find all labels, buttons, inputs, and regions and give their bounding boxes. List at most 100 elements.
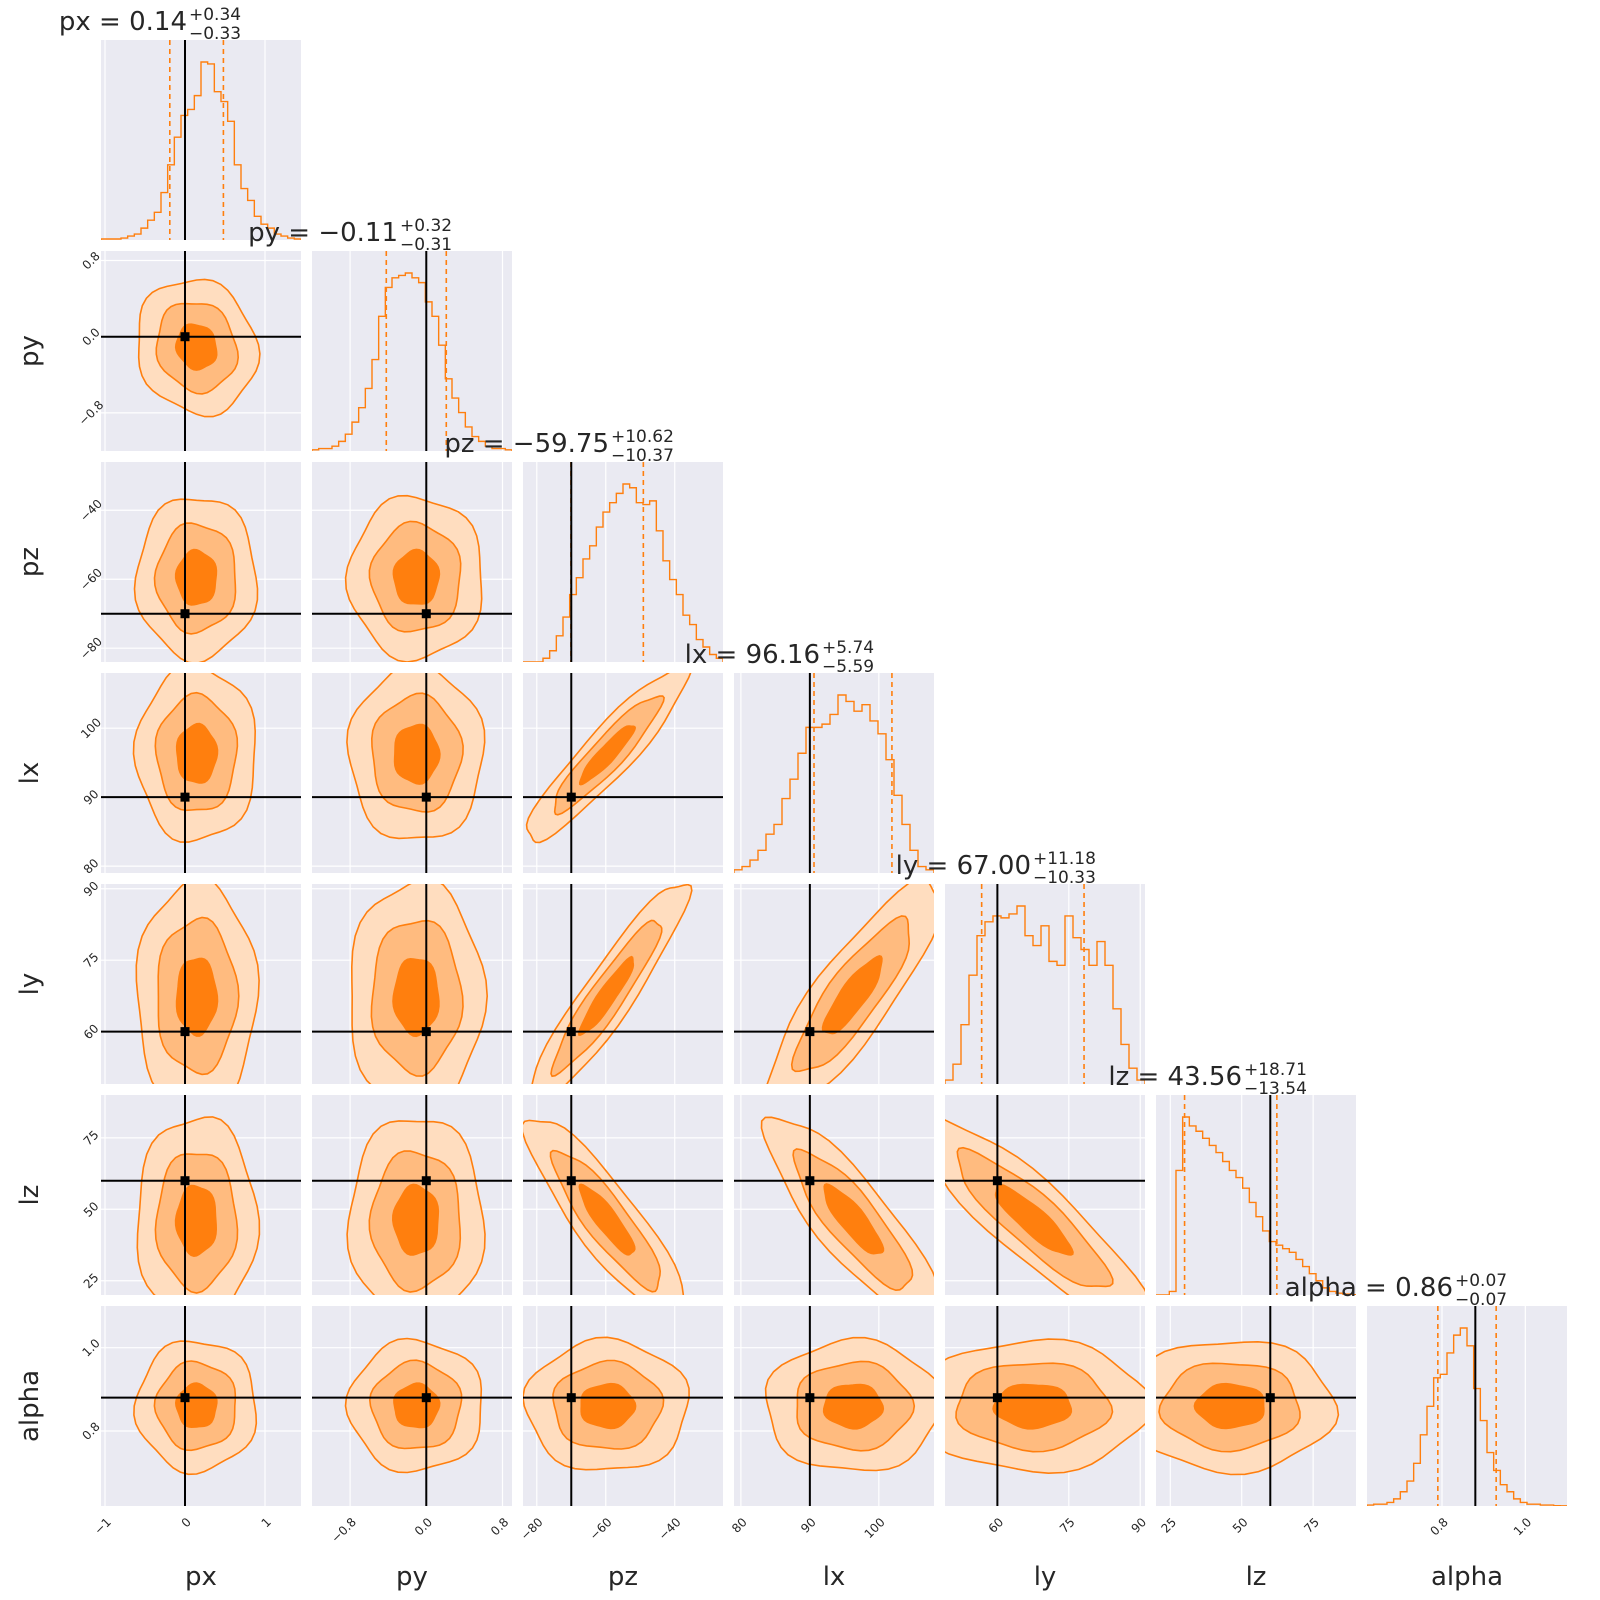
histogram-px (101, 61, 301, 240)
contours (945, 1338, 1145, 1475)
y-axis-label-lx: lx (15, 762, 45, 785)
contour-panel-lz-vs-lx (734, 1095, 934, 1295)
title-lz: lz = 43.56 +18.71−13.54 (1108, 1060, 1307, 1099)
contour-panel-alpha-vs-lz (1156, 1306, 1356, 1506)
contours (135, 884, 260, 1084)
title-lower-error: −10.37 (611, 446, 674, 466)
title-lower-error: −0.31 (400, 235, 452, 255)
contours (344, 494, 483, 662)
contour-inner (822, 1383, 885, 1430)
truth-marker (180, 609, 190, 619)
truth-marker (421, 1176, 431, 1186)
contour-panel-lz-vs-px (101, 1095, 301, 1295)
truth-marker (421, 792, 431, 802)
histogram-outline-px (101, 61, 301, 240)
histogram-outline-pz (523, 483, 723, 662)
contour-panel-alpha-vs-px (101, 1306, 301, 1506)
y-tick-label-lz: 75 (81, 1128, 102, 1149)
contour-panel-alpha-vs-py (312, 1306, 512, 1506)
panel-background (945, 884, 1145, 1084)
y-tick-label-py: 0.8 (79, 249, 102, 272)
x-tick-label-pz: −40 (656, 1515, 684, 1543)
histogram-panel-lz (1156, 1095, 1356, 1295)
contours (133, 1340, 258, 1476)
x-tick-label-pz: −60 (587, 1515, 615, 1543)
title-upper-error: +10.62 (611, 427, 674, 447)
truth-marker (992, 1393, 1002, 1403)
contour-inner (175, 722, 219, 784)
y-tick-label-lx: 90 (81, 787, 102, 808)
y-tick-label-ly: 75 (81, 950, 102, 971)
title-lx: lx = 96.16 +5.74−5.59 (685, 638, 874, 677)
histogram-panel-alpha (1367, 1306, 1567, 1506)
x-tick-label-pz: −80 (518, 1515, 546, 1543)
title-value: ly = 67.00 (896, 851, 1031, 881)
x-axis-label-alpha: alpha (1431, 1562, 1503, 1592)
panel-background (312, 251, 512, 451)
truth-marker (1265, 1393, 1275, 1403)
contour-panel-ly-vs-pz (523, 884, 723, 1084)
contours (525, 673, 692, 844)
truth-marker (805, 1393, 815, 1403)
histogram-outline-alpha (1367, 1327, 1567, 1506)
title-lower-error: −10.33 (1033, 868, 1096, 888)
title-value: alpha = 0.86 (1285, 1273, 1453, 1303)
truth-marker (566, 1027, 576, 1037)
contour-panel-lz-vs-ly (945, 1095, 1145, 1295)
contour-inner (994, 1183, 1074, 1256)
x-tick-label-py: −0.8 (328, 1515, 359, 1546)
contour-inner (823, 1183, 885, 1255)
contours (945, 1119, 1145, 1295)
y-tick-label-alpha: 1.0 (79, 1336, 102, 1359)
title-upper-error: +0.32 (400, 216, 452, 236)
contours (133, 498, 259, 662)
x-tick-label-lx: 80 (729, 1515, 750, 1536)
x-axis-label-px: px (185, 1562, 217, 1592)
contour-panel-pz-vs-px (101, 462, 301, 662)
x-axis-label-pz: pz (608, 1562, 638, 1592)
y-axis-label-lz: lz (15, 1185, 45, 1206)
contour-panel-lz-vs-py (312, 1095, 512, 1295)
x-axis-label-ly: ly (1034, 1562, 1057, 1592)
contours (136, 1116, 261, 1295)
y-tick-label-lz: 25 (81, 1271, 102, 1292)
histogram-alpha (1367, 1327, 1567, 1506)
title-value: pz = −59.75 (444, 429, 609, 459)
truth-marker (805, 1027, 815, 1037)
panel-background (734, 673, 934, 873)
histogram-panel-lx (734, 673, 934, 873)
title-upper-error: +0.07 (1455, 1271, 1507, 1291)
contour-panel-ly-vs-py (312, 884, 512, 1084)
truth-marker (180, 1393, 190, 1403)
title-value: lz = 43.56 (1108, 1062, 1242, 1092)
contour-panel-alpha-vs-lx (734, 1306, 934, 1506)
histogram-ly (945, 905, 1145, 1084)
y-tick-label-ly: 60 (81, 1021, 102, 1042)
contour-panel-lx-vs-px (101, 673, 301, 873)
y-axis-label-pz: pz (15, 547, 45, 577)
y-axis-label-alpha: alpha (15, 1370, 45, 1442)
contours (523, 1119, 685, 1295)
contours (531, 884, 693, 1084)
histogram-lz (1156, 1116, 1356, 1295)
histogram-pz (523, 483, 723, 662)
x-tick-label-lz: 25 (1158, 1515, 1179, 1536)
histogram-panel-ly (945, 884, 1145, 1084)
histogram-outline-ly (945, 905, 1145, 1084)
contour-panel-lz-vs-pz (523, 1095, 723, 1295)
x-tick-label-ly: 90 (1128, 1515, 1149, 1536)
histogram-lx (734, 694, 934, 873)
contour-panel-alpha-vs-ly (945, 1306, 1145, 1506)
x-tick-label-ly: 75 (1057, 1515, 1078, 1536)
x-tick-label-ly: 60 (986, 1515, 1007, 1536)
contours (132, 673, 257, 843)
histogram-outline-py (312, 272, 512, 451)
truth-marker (992, 1176, 1002, 1186)
y-tick-label-py: 0.0 (79, 325, 102, 348)
histogram-panel-pz (523, 462, 723, 662)
contour-inner (578, 1183, 636, 1256)
title-ly: ly = 67.00 +11.18−10.33 (896, 849, 1096, 888)
truth-marker (566, 1393, 576, 1403)
x-axis-label-lz: lz (1246, 1562, 1267, 1592)
